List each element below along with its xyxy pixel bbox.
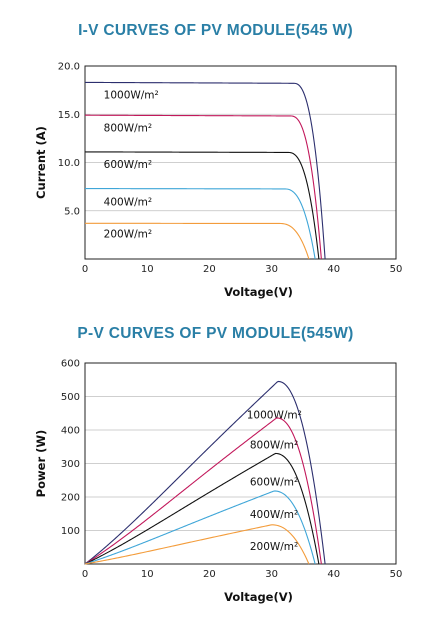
- iv-series-label-1000w-m: 1000W/m²: [104, 89, 159, 101]
- iv-x-tick-label: 0: [82, 264, 88, 275]
- iv-y-tick-label: 20.0: [58, 62, 80, 73]
- iv-x-tick-label: 10: [141, 264, 154, 275]
- iv-y-tick-label: 10.0: [58, 158, 80, 169]
- pv-series-line-800w-m: [84, 417, 322, 565]
- iv-x-axis-label: Voltage(V): [224, 285, 293, 299]
- pv-x-tick-label: 40: [327, 569, 340, 580]
- iv-series-label-200w-m: 200W/m²: [104, 228, 152, 240]
- pv-x-tick-label: 0: [82, 569, 88, 580]
- iv-chart: 0 10 20 30 40 50 5.0 10.0 15.0 20.0 Voltage(V) Curr…: [34, 62, 402, 300]
- iv-x-tick-label: 40: [327, 264, 340, 275]
- iv-plot-frame: [84, 65, 397, 260]
- pv-y-tick-label: 300: [61, 459, 80, 470]
- pv-x-tick-label: 30: [265, 569, 278, 580]
- iv-series-label-800w-m: 800W/m²: [104, 122, 152, 134]
- pv-y-tick-label: 500: [61, 392, 80, 403]
- pv-series-label-200w-m: 200W/m²: [250, 541, 298, 553]
- pv-series-label-600w-m: 600W/m²: [250, 476, 298, 488]
- pv-y-tick-label: 400: [61, 426, 80, 437]
- pv-x-tick-label: 10: [141, 569, 154, 580]
- iv-series-line-400w-m: [85, 188, 316, 260]
- pv-series-line-600w-m: [84, 452, 320, 565]
- iv-y-tick-label: 5.0: [64, 206, 80, 217]
- pv-x-tick-label: 50: [390, 569, 403, 580]
- pv-y-axis-label: Power (W): [34, 430, 48, 498]
- pv-series-line-400w-m: [84, 490, 316, 565]
- iv-y-tick-label: 15.0: [58, 110, 80, 121]
- iv-series-label-400w-m: 400W/m²: [104, 197, 152, 209]
- iv-series-line-1000w-m: [85, 81, 326, 260]
- iv-x-tick-label: 30: [265, 264, 278, 275]
- iv-series-line-600w-m: [84, 151, 320, 260]
- iv-series-line-200w-m: [85, 222, 310, 260]
- pv-series-line-200w-m: [84, 524, 310, 565]
- pv-y-tick-label: 200: [61, 493, 80, 504]
- pv-chart-title: P-V CURVES OF PV MODULE(545W): [77, 325, 354, 342]
- iv-y-axis-label: Current (A): [34, 126, 48, 199]
- iv-chart-title: I-V CURVES OF PV MODULE(545 W): [78, 22, 353, 39]
- pv-chart: 0 10 20 30 40 50 100 200 300 400 500 600 Voltage(V) P…: [34, 359, 402, 605]
- pv-y-tick-label: 100: [61, 526, 80, 537]
- iv-series-label-600w-m: 600W/m²: [104, 159, 152, 171]
- pv-series-label-1000w-m: 1000W/m²: [247, 409, 302, 421]
- pv-y-tick-label: 600: [61, 359, 80, 370]
- pv-x-axis-label: Voltage(V): [224, 590, 293, 604]
- iv-series-line-800w-m: [85, 114, 322, 260]
- iv-x-tick-label: 50: [390, 264, 403, 275]
- pv-x-tick-label: 20: [203, 569, 216, 580]
- pv-series-line-1000w-m: [84, 380, 326, 565]
- pv-plot-frame: [84, 362, 397, 565]
- pv-series-label-800w-m: 800W/m²: [250, 440, 298, 452]
- iv-x-tick-label: 20: [203, 264, 216, 275]
- pv-series-label-400w-m: 400W/m²: [250, 509, 298, 521]
